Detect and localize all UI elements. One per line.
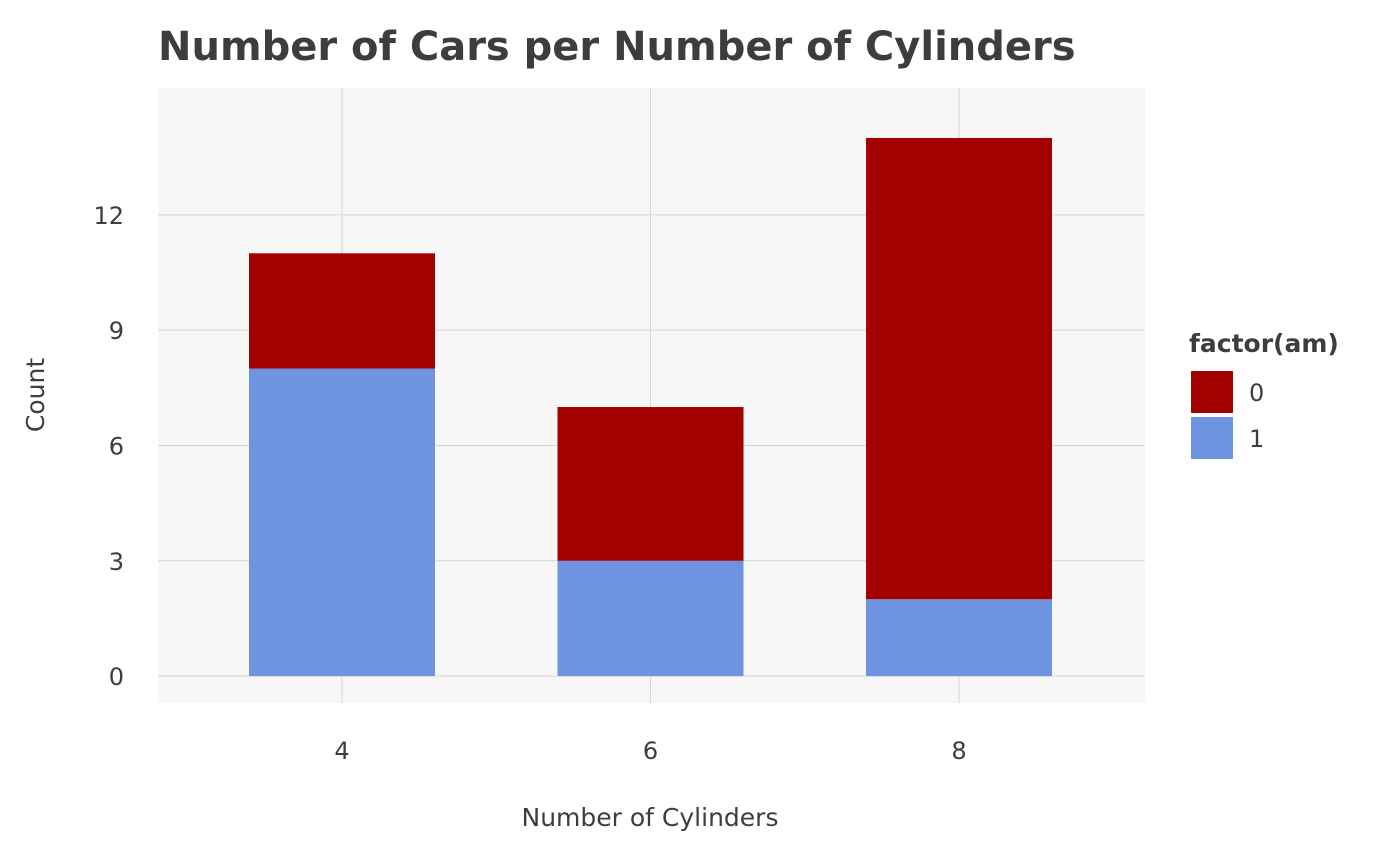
legend: factor(am) 0 1 — [1189, 329, 1339, 459]
y-tick-label: 6 — [109, 432, 124, 460]
bar-4-am-1 — [249, 368, 435, 677]
y-tick-label: 3 — [109, 548, 124, 576]
bar-8-am-1 — [866, 599, 1052, 677]
y-tick-label: 0 — [109, 663, 124, 691]
bar-6-am-1 — [557, 560, 744, 677]
x-axis-ticks: 4 6 8 — [334, 737, 966, 765]
legend-label-0: 0 — [1249, 379, 1264, 407]
legend-swatch-0 — [1191, 371, 1233, 413]
chart-title: Number of Cars per Number of Cylinders — [158, 24, 1076, 70]
x-tick-label: 4 — [334, 737, 349, 765]
x-axis-title: Number of Cylinders — [522, 803, 779, 832]
legend-swatch-1 — [1191, 417, 1233, 459]
bar-6-am-0 — [557, 407, 744, 561]
bar-4-am-0 — [249, 253, 435, 369]
legend-label-1: 1 — [1249, 425, 1264, 453]
bars — [249, 137, 1052, 677]
x-tick-label: 6 — [643, 737, 658, 765]
x-tick-label: 8 — [951, 737, 966, 765]
legend-title: factor(am) — [1189, 329, 1339, 358]
y-axis-title: Count — [21, 358, 50, 432]
y-axis-ticks: 0 3 6 9 12 — [93, 202, 124, 691]
y-tick-label: 9 — [109, 317, 124, 345]
bar-8-am-0 — [866, 137, 1052, 600]
y-tick-label: 12 — [93, 202, 124, 230]
